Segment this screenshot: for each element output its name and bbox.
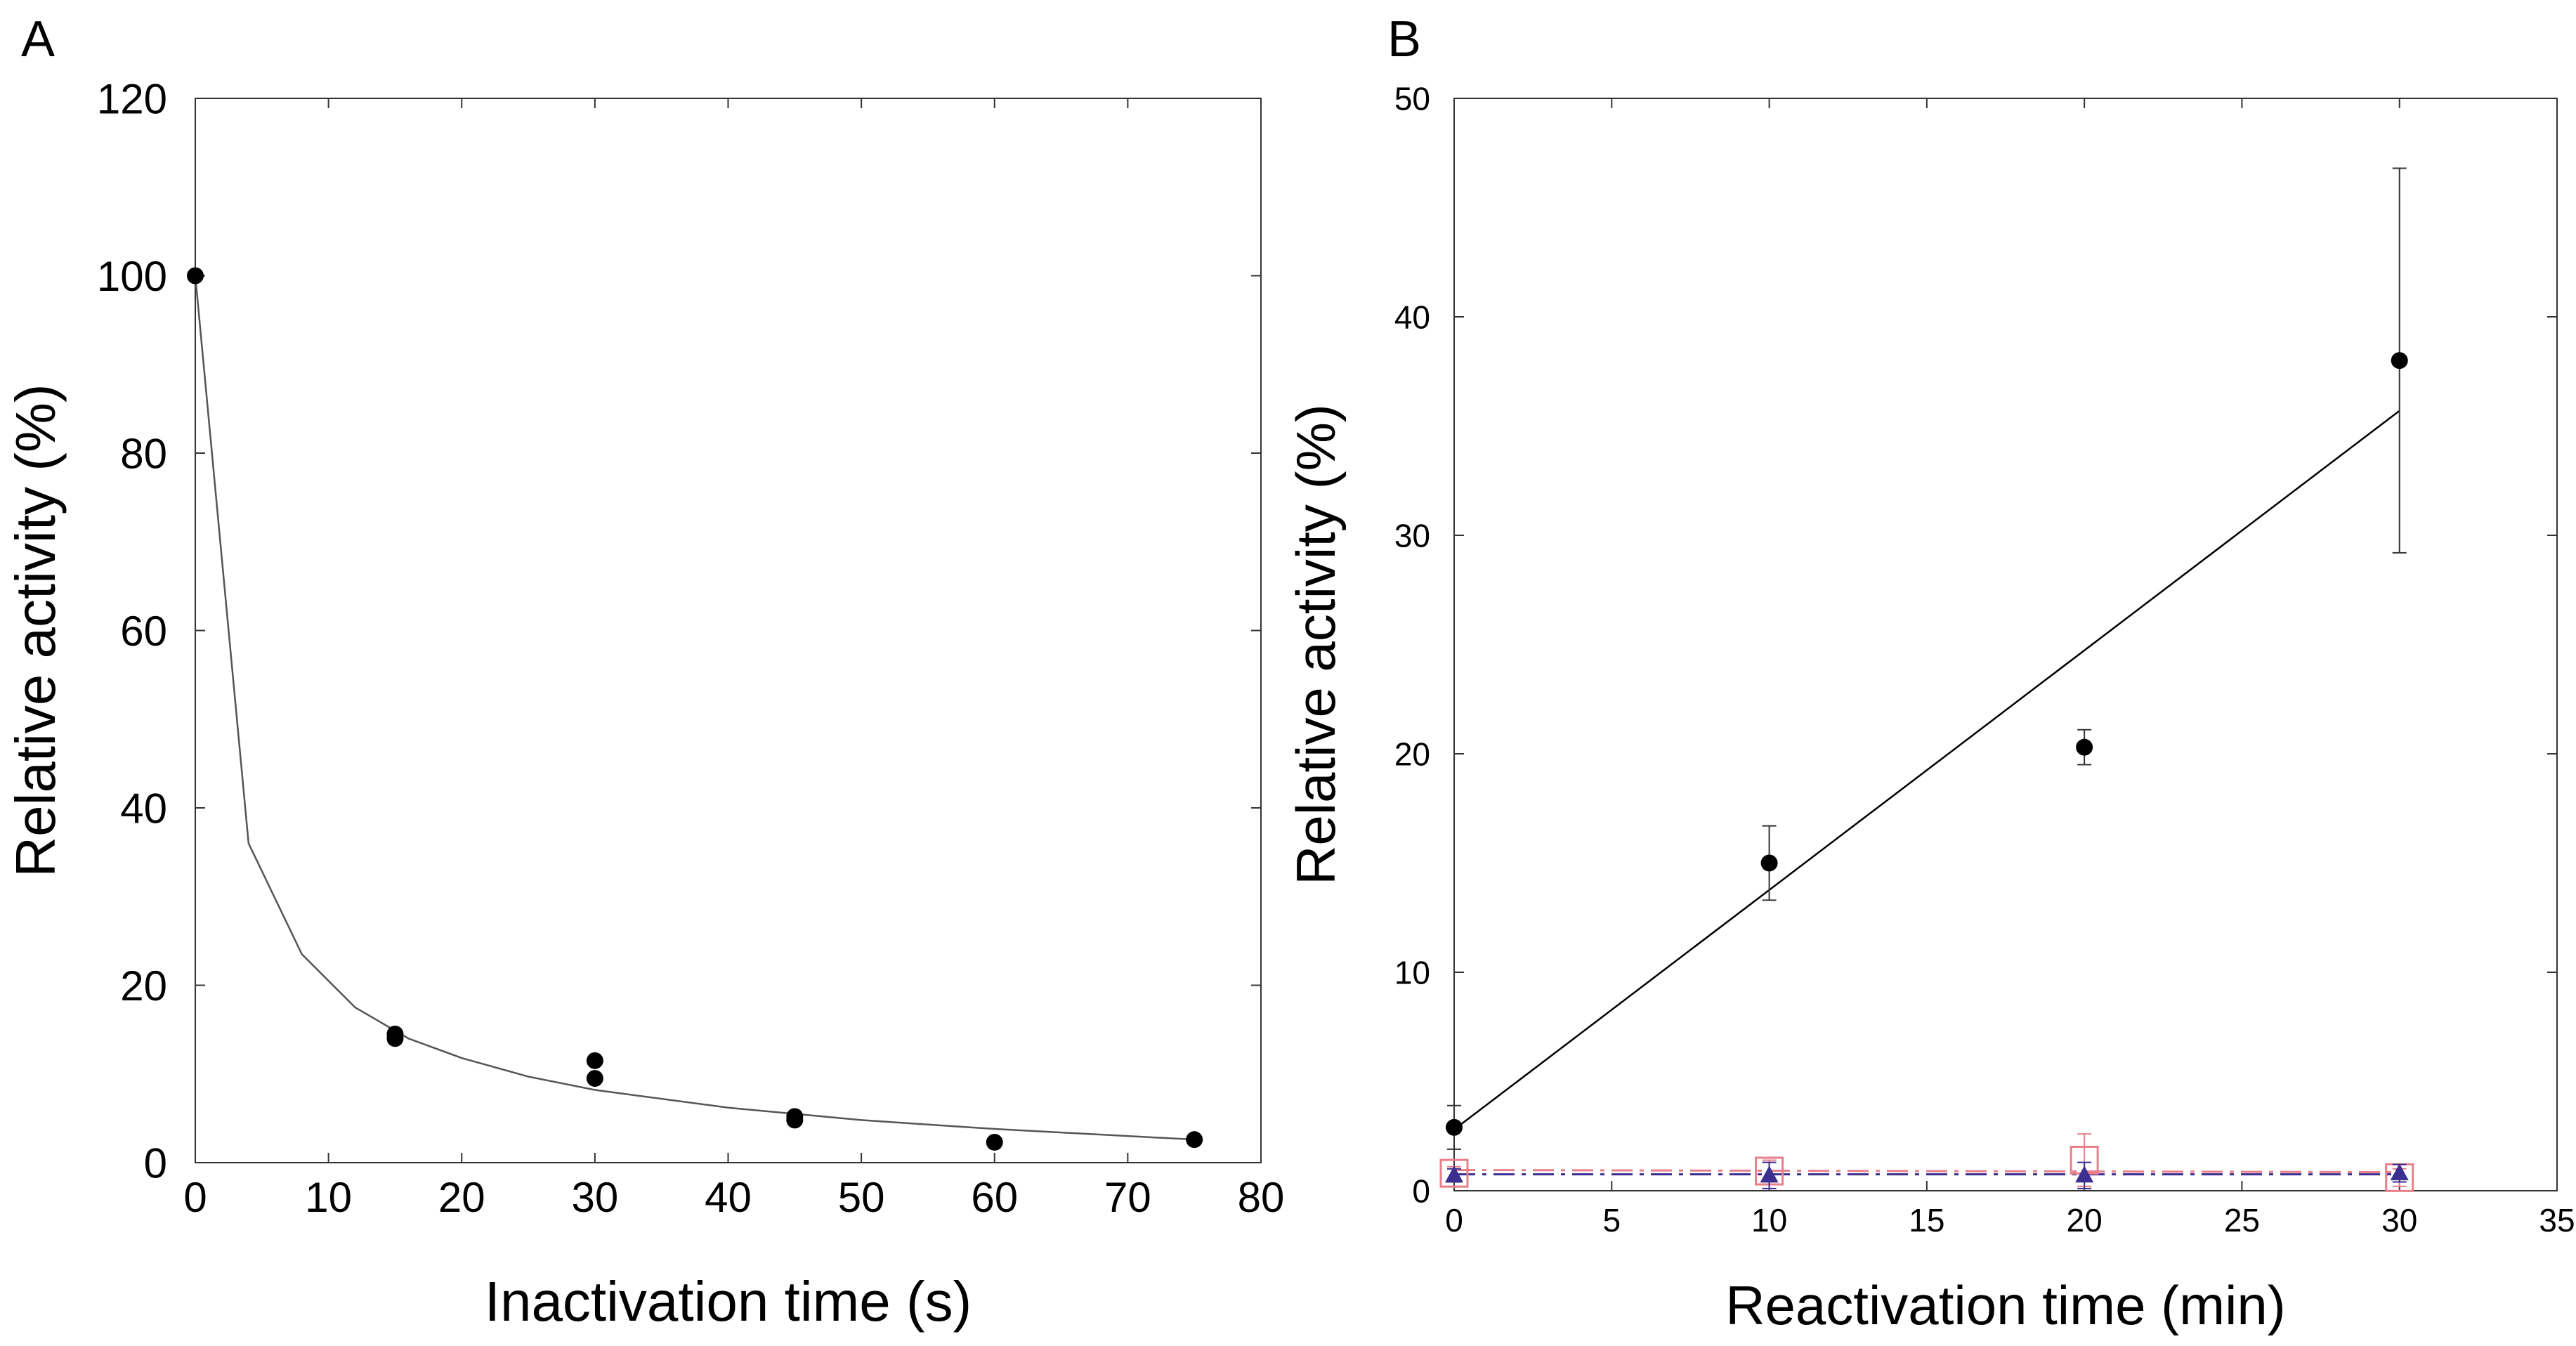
panel-b-y-axis-title: Relative activity (%)	[1285, 404, 1347, 885]
panel-b-data-point-triangle	[1760, 1165, 1779, 1183]
panel-a-data-point	[786, 1108, 804, 1125]
panel-a-chart: 0 10 20 30 40 50 60 70 80 0 20 40 60 80 100 120 Inactiva…	[4, 76, 1284, 1333]
panel-a-data-point	[1186, 1131, 1203, 1149]
panel-b-fit-line-square	[1453, 1168, 2400, 1174]
panel-a-x-tick-label: 60	[971, 1174, 1018, 1221]
panel-a-y-axis-title: Relative activity (%)	[4, 384, 67, 877]
panel-a-data-point	[187, 267, 204, 285]
panel-a-y-tick-label: 40	[120, 785, 167, 832]
panel-b-chart: 0 5 10 15 20 25 30 35 0 10 20 30 40 50 Reactivation ti…	[1285, 81, 2575, 1336]
panel-b-y-tick-label: 30	[1394, 518, 1430, 554]
panel-a-x-axis-title: Inactivation time (s)	[485, 1270, 972, 1333]
panel-a-x-tick-label: 80	[1238, 1174, 1285, 1221]
panel-a-data-point	[586, 1052, 603, 1069]
panel-a-y-tick-label: 100	[97, 253, 167, 300]
panel-b-x-tick-label: 10	[1751, 1202, 1787, 1239]
panel-a-x-tick-label: 70	[1104, 1174, 1151, 1221]
panel-b-data-point-circle	[2391, 352, 2408, 370]
panel-a-y-tick-label: 20	[120, 962, 167, 1010]
panel-b-x-tick-label: 15	[1909, 1202, 1944, 1239]
panel-b-data-point-circle	[1446, 1118, 1463, 1136]
panel-b-letter: B	[1387, 11, 1421, 67]
panel-a-x-tick-label: 40	[705, 1174, 752, 1221]
panel-a-data-point	[586, 1070, 603, 1087]
panel-b-data-point-square	[1439, 1158, 1469, 1188]
panel-b-x-tick-label: 35	[2539, 1202, 2575, 1239]
panel-a-letter: A	[21, 11, 55, 67]
panel-a-plot-frame	[195, 98, 1262, 1163]
panel-b-y-tick-label: 0	[1412, 1173, 1430, 1210]
panel-a-y-tick-label: 80	[120, 431, 167, 478]
panel-b-y-tick-label: 40	[1394, 299, 1430, 336]
panel-b-data-point-triangle	[2390, 1163, 2409, 1181]
panel-a-y-tick-label: 120	[97, 76, 167, 123]
panel-a-x-tick-label: 50	[838, 1174, 885, 1221]
panel-b-x-tick-label: 25	[2224, 1202, 2260, 1239]
panel-b-x-tick-label: 0	[1445, 1202, 1463, 1239]
panel-b-data-point-circle	[2076, 738, 2093, 756]
panel-a-fit-curve	[194, 275, 1195, 1141]
panel-b-x-tick-label: 20	[2067, 1202, 2103, 1239]
panel-a-x-tick-label: 20	[438, 1174, 485, 1221]
panel-b-plot-frame	[1453, 98, 2558, 1191]
panel-a-x-tick-label: 30	[572, 1174, 619, 1221]
panel-a-data-point	[386, 1025, 404, 1043]
panel-b-y-tick-label: 10	[1394, 955, 1430, 991]
panel-a-x-tick-label: 0	[183, 1174, 207, 1221]
panel-b-y-tick-label: 50	[1394, 81, 1430, 117]
panel-b-data-point-triangle	[1445, 1165, 1463, 1183]
panel-b-x-tick-label: 30	[2381, 1202, 2417, 1239]
panel-a-y-tick-label: 0	[144, 1140, 167, 1187]
panel-a-x-tick-label: 10	[305, 1174, 352, 1221]
panel-b-x-axis-title: Reactivation time (min)	[1725, 1274, 2286, 1336]
panel-b-fit-line-circle	[1453, 410, 2400, 1130]
panel-a-data-point	[986, 1133, 1003, 1151]
panel-b-data-point-triangle	[2075, 1165, 2094, 1183]
panel-b-data-point-circle	[1760, 854, 1778, 872]
panel-b-y-tick-label: 20	[1394, 736, 1430, 773]
panel-b-x-tick-label: 5	[1602, 1202, 1621, 1239]
panel-a-y-tick-label: 60	[120, 608, 167, 655]
